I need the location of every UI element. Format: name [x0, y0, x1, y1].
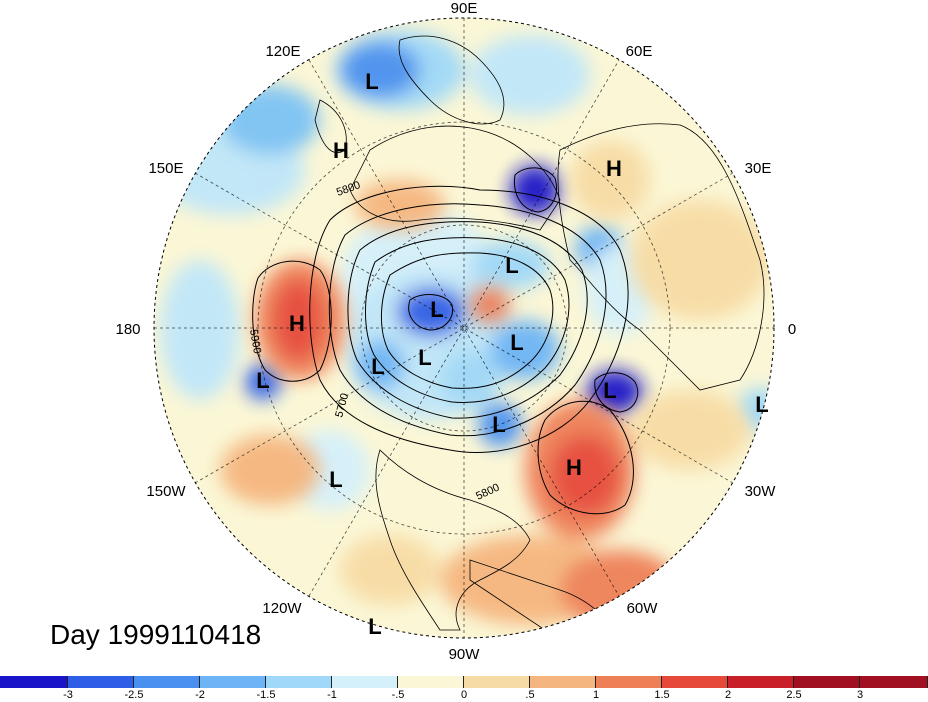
colorbar-tick: -3 [63, 689, 73, 701]
colorbar-tick: 2 [724, 689, 732, 701]
colorbar-tick: .5 [525, 689, 535, 701]
colorbar-bin [0, 676, 68, 688]
colorbar-bin [662, 676, 728, 688]
pressure-center-marker: H [333, 138, 349, 163]
colorbar-tick: 1.5 [654, 689, 670, 701]
pressure-center-marker: L [368, 614, 381, 639]
longitude-label-60w: 60W [627, 600, 659, 617]
colorbar-bin [794, 676, 860, 688]
colorbar-bin [530, 676, 596, 688]
pressure-center-marker: L [510, 330, 523, 355]
colorbar: -3 -2.5 -2 -1.5 -1 -.5 0 .5 1 1.5 2 2.5 … [0, 676, 928, 702]
pressure-center-marker: L [603, 378, 616, 403]
map-border [153, 17, 775, 639]
colorbar-tick: -.5 [391, 689, 405, 701]
colorbar-bin [728, 676, 794, 688]
colorbar-tick: -2.5 [124, 689, 144, 701]
pressure-center-marker: H [289, 311, 305, 336]
anomaly-field [154, 18, 774, 638]
longitude-label-120e: 120E [265, 43, 300, 60]
pressure-center-marker: L [365, 69, 378, 94]
longitude-label-30w: 30W [745, 483, 777, 500]
longitude-label-180: 180 [115, 321, 140, 338]
colorbar-bin [266, 676, 332, 688]
colorbar-tick: 2.5 [786, 689, 802, 701]
pressure-center-marker: L [492, 412, 505, 437]
day-label: Day 1999110418 [50, 619, 262, 650]
pressure-center-marker: L [329, 467, 342, 492]
colorbar-bin [200, 676, 266, 688]
pressure-center-marker: H [606, 156, 622, 181]
pressure-center-marker: L [755, 392, 768, 417]
colorbar-bin [332, 676, 398, 688]
longitude-label-60e: 60E [626, 43, 653, 60]
longitude-label-30e: 30E [745, 160, 772, 177]
longitude-label-90e: 90E [451, 0, 478, 17]
pressure-center-marker: L [371, 354, 384, 379]
colorbar-tick: -1 [327, 689, 337, 701]
pressure-center-marker: L [430, 297, 443, 322]
colorbar-bin [134, 676, 200, 688]
contour-label: 5900 [247, 328, 263, 354]
colorbar-tick: -2 [195, 689, 205, 701]
colorbar-tick: 0 [460, 689, 468, 701]
colorbar-bin [596, 676, 662, 688]
colorbar-bin [398, 676, 464, 688]
pressure-center-marker: L [505, 253, 518, 278]
colorbar-bin [68, 676, 134, 688]
longitude-label-120w: 120W [262, 600, 302, 617]
pressure-center-marker: L [256, 368, 269, 393]
colorbar-tick: -1.5 [256, 689, 276, 701]
longitude-label-90w: 90W [449, 646, 481, 663]
colorbar-tick: 1 [592, 689, 600, 701]
longitude-label-0: 0 [788, 321, 796, 338]
pressure-center-marker: L [418, 345, 431, 370]
longitude-label-150w: 150W [146, 483, 186, 500]
colorbar-bin [464, 676, 530, 688]
polar-map: 5800 5900 5700 5800 90E 120E 60E 150E 30… [115, 0, 796, 663]
colorbar-tick: 3 [856, 689, 864, 701]
pressure-center-marker: H [566, 455, 582, 480]
colorbar-bin [860, 676, 928, 688]
longitude-label-150e: 150E [148, 160, 183, 177]
